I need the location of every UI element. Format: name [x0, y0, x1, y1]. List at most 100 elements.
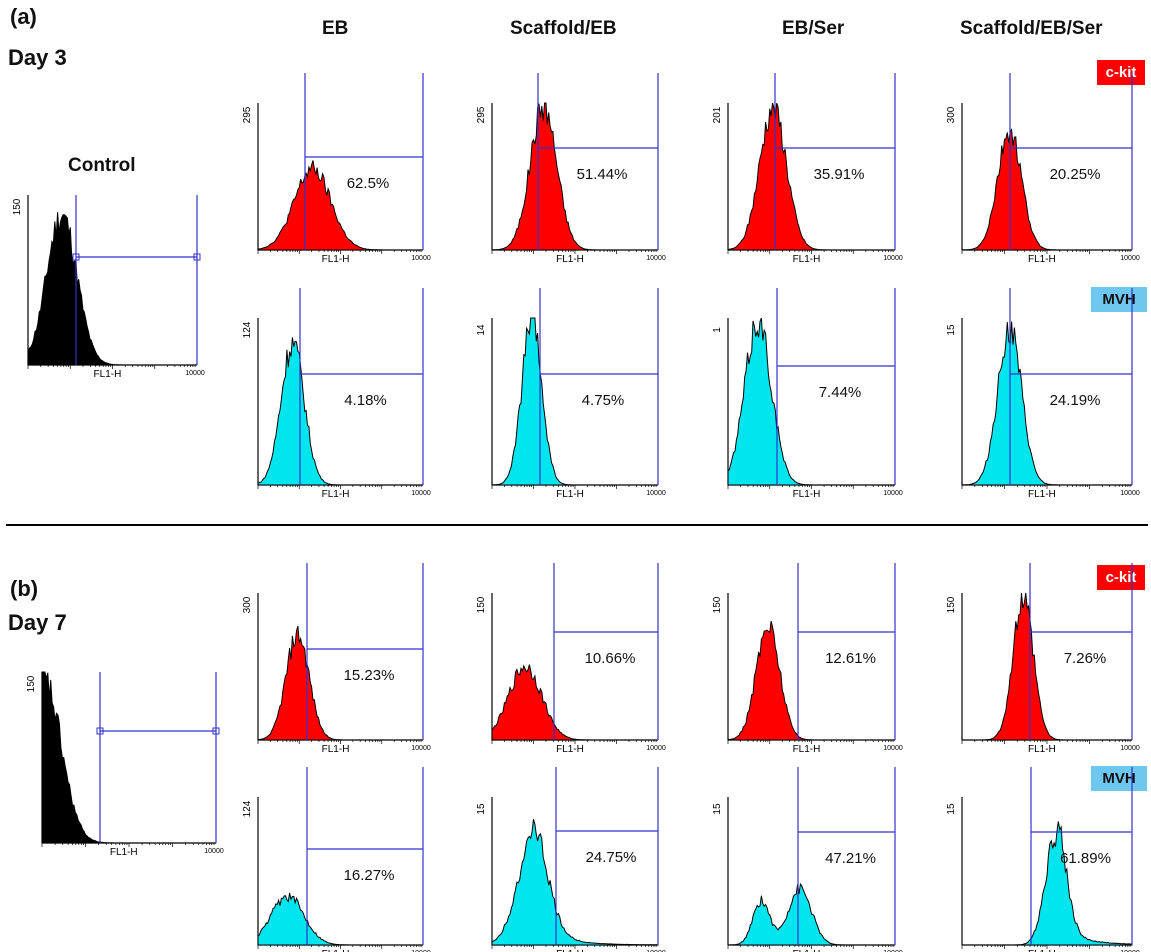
day3-ckit-3-histogram: [961, 128, 1132, 251]
day3-mvh-2-x-end-tick: 10000: [883, 490, 903, 497]
day3-ckit-2-y-max-label: 201: [712, 106, 723, 123]
control-day3-histogram: [27, 212, 197, 366]
day3-mvh-0-percent-label: 4.18%: [344, 392, 387, 409]
day7-ckit-0-percent-label: 15.23%: [344, 667, 395, 684]
day7-mvh-3-x-label: FL1-H: [1028, 949, 1056, 952]
day3-mvh-2-percent-label: 7.44%: [819, 384, 862, 401]
day7-mvh-1-y-max-label: 15: [476, 803, 487, 815]
mvh-tag-day3: MVH: [1091, 287, 1147, 312]
day3-ckit-1-y-max-label: 295: [476, 106, 487, 123]
day7-ckit-3-y-max-label: 150: [946, 596, 957, 613]
day3-ckit-2-plot: 201 FL1-H 10000 35.91%: [712, 73, 903, 265]
day3-ckit-2-x-end-tick: 10000: [883, 255, 903, 262]
control-day3-x-label: FL1-H: [94, 369, 122, 380]
day3-mvh-3-y-max-label: 15: [946, 324, 957, 336]
day3-ckit-2-histogram: [727, 102, 895, 251]
control-day3-x-end-tick: 10000: [185, 370, 205, 377]
day7-mvh-0-plot: 124 FL1-H 10000 16.27%: [242, 767, 431, 952]
day3-mvh-0-x-label: FL1-H: [322, 489, 350, 500]
day7-mvh-0-x-end-tick: 10000: [411, 950, 431, 952]
day7-mvh-0-y-max-label: 124: [242, 800, 253, 817]
day7-ckit-2-histogram: [727, 620, 895, 741]
day3-mvh-3-x-end-tick: 10000: [1120, 490, 1140, 497]
day7-mvh-0-x-label: FL1-H: [322, 949, 350, 952]
day7-ckit-3-x-label: FL1-H: [1028, 744, 1056, 755]
day3-ckit-2-percent-label: 35.91%: [814, 166, 865, 183]
day7-mvh-3-percent-label: 61.89%: [1060, 850, 1111, 867]
day3-ckit-1-x-label: FL1-H: [556, 254, 584, 265]
mvh-tag-day7: MVH: [1091, 766, 1147, 791]
day7-mvh-3-x-end-tick: 10000: [1120, 950, 1140, 952]
day7-mvh-2-plot: 15 FL1-H 10000 47.21%: [712, 767, 903, 952]
day3-ckit-3-y-max-label: 300: [946, 106, 957, 123]
control-title: Control: [68, 155, 136, 176]
day7-ckit-1-x-end-tick: 10000: [646, 745, 666, 752]
day7-mvh-2-x-label: FL1-H: [793, 949, 821, 952]
day7-ckit-2-plot: 150 FL1-H 10000 12.61%: [712, 563, 903, 755]
condition-eb-label: EB: [322, 18, 349, 39]
day3-mvh-1-percent-label: 4.75%: [582, 392, 625, 409]
day7-mvh-1-percent-label: 24.75%: [586, 849, 637, 866]
control-day7-x-label: FL1-H: [110, 847, 138, 858]
day3-mvh-1-plot: 14 FL1-H 10000 4.75%: [476, 288, 666, 500]
day7-ckit-3-histogram: [962, 592, 1132, 741]
control-day7-plot: 150 FL1-H 10000: [26, 671, 224, 858]
day7-ckit-2-x-end-tick: 10000: [883, 745, 903, 752]
control-day7-y-max-label: 150: [26, 675, 37, 692]
day3-ckit-2-x-label: FL1-H: [793, 254, 821, 265]
day7-ckit-1-plot: 150 FL1-H 10000 10.66%: [476, 563, 666, 755]
day3-mvh-1-histogram: [491, 317, 658, 486]
day7-mvh-1-histogram: [491, 819, 659, 946]
day7-ckit-1-y-max-label: 150: [476, 596, 487, 613]
panel-b-label: (b): [10, 576, 39, 601]
day3-mvh-2-plot: 1 FL1-H 10000 7.44%: [712, 288, 903, 500]
day7-mvh-2-y-max-label: 15: [712, 803, 723, 815]
day3-ckit-0-percent-label: 62.5%: [347, 175, 390, 192]
day3-mvh-1-x-label: FL1-H: [556, 489, 584, 500]
day-7-label: Day 7: [8, 610, 67, 635]
day7-mvh-2-x-end-tick: 10000: [883, 950, 903, 952]
condition-eb-ser-label: EB/Ser: [782, 18, 845, 39]
control-day3-y-max-label: 150: [12, 198, 23, 215]
control-gate-handle-left: [96, 727, 104, 735]
day7-mvh-0-percent-label: 16.27%: [344, 867, 395, 884]
control-day7-histogram: [41, 671, 216, 844]
day7-mvh-1-x-label: FL1-H: [556, 949, 584, 952]
day7-ckit-2-y-max-label: 150: [712, 596, 723, 613]
day3-mvh-1-y-max-label: 14: [476, 324, 487, 336]
day-3-label: Day 3: [8, 45, 67, 70]
day7-ckit-1-percent-label: 10.66%: [585, 650, 636, 667]
control-day3-plot: 150 FL1-H 10000: [12, 195, 205, 380]
day3-mvh-2-y-max-label: 1: [712, 327, 723, 333]
day3-ckit-0-histogram: [257, 160, 423, 251]
day7-ckit-0-x-end-tick: 10000: [411, 745, 431, 752]
day3-ckit-0-y-max-label: 295: [242, 106, 253, 123]
day3-mvh-3-histogram: [961, 321, 1132, 486]
day7-ckit-0-x-label: FL1-H: [322, 744, 350, 755]
ckit-tag-day7: c-kit: [1097, 565, 1145, 590]
day3-mvh-0-histogram: [257, 337, 423, 486]
day3-ckit-0-x-label: FL1-H: [322, 254, 350, 265]
control-gate-handle-right: [212, 727, 220, 735]
condition-scaffold-eb-label: Scaffold/EB: [510, 18, 617, 39]
ckit-tag-day3: c-kit: [1097, 60, 1145, 85]
day7-mvh-1-plot: 15 FL1-H 10000 24.75%: [476, 767, 666, 952]
day3-ckit-1-percent-label: 51.44%: [577, 166, 628, 183]
day7-mvh-1-x-end-tick: 10000: [646, 950, 666, 952]
day7-mvh-2-histogram: [728, 882, 895, 946]
day7-ckit-3-x-end-tick: 10000: [1120, 745, 1140, 752]
day7-ckit-2-percent-label: 12.61%: [825, 650, 876, 667]
day3-mvh-2-x-label: FL1-H: [793, 489, 821, 500]
day7-ckit-1-histogram: [491, 664, 658, 741]
day3-mvh-2-histogram: [727, 317, 895, 486]
day3-mvh-1-x-end-tick: 10000: [646, 490, 666, 497]
day3-mvh-0-y-max-label: 124: [242, 321, 253, 338]
day7-mvh-3-plot: 15 FL1-H 10000 61.89%: [946, 767, 1140, 952]
day3-ckit-3-x-label: FL1-H: [1028, 254, 1056, 265]
day3-mvh-3-percent-label: 24.19%: [1050, 392, 1101, 409]
day3-ckit-1-x-end-tick: 10000: [646, 255, 666, 262]
condition-scaffold-eb-ser-label: Scaffold/EB/Ser: [960, 18, 1103, 39]
day7-mvh-0-histogram: [257, 892, 423, 946]
day7-ckit-0-histogram: [257, 625, 423, 741]
